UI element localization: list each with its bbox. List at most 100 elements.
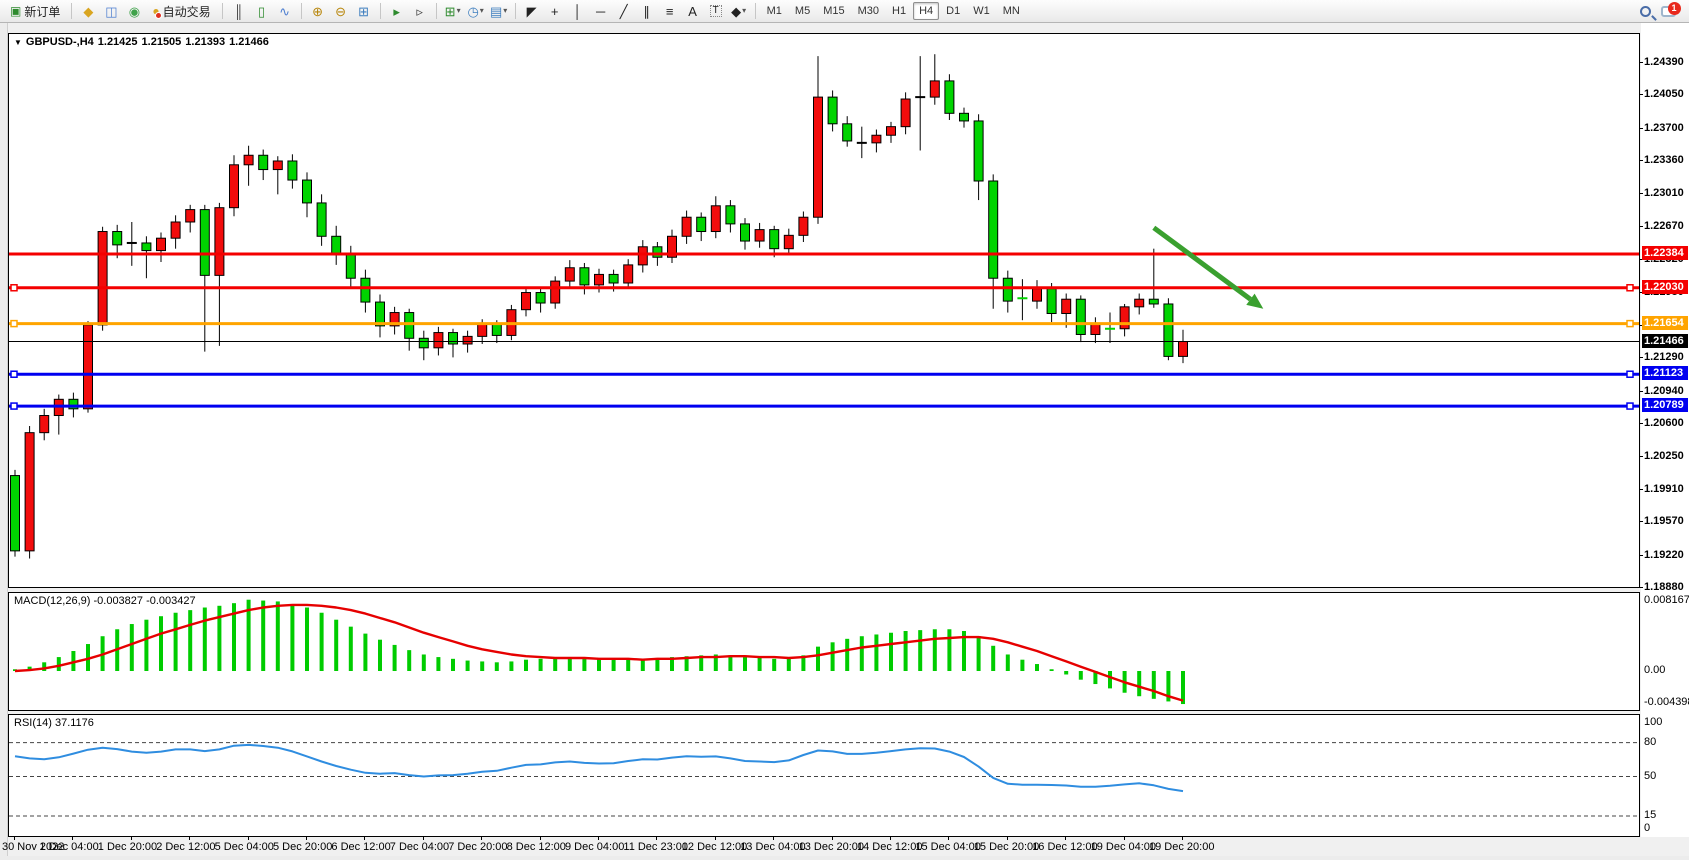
macd-histogram-bar xyxy=(42,662,47,671)
time-axis-tick xyxy=(72,836,74,840)
arrows-tool-button[interactable]: ◆ ▾ xyxy=(728,2,750,21)
macd-histogram-bar xyxy=(421,654,426,671)
candle-body xyxy=(375,301,385,327)
line-handle[interactable] xyxy=(1626,402,1634,410)
price-axis-column[interactable] xyxy=(1641,23,1689,837)
line-handle[interactable] xyxy=(10,402,18,410)
notifications-button[interactable]: 1 xyxy=(1657,1,1681,21)
text-label-icon[interactable]: T xyxy=(705,2,727,21)
time-label: 11 Dec 23:00 xyxy=(623,841,689,853)
macd-histogram-bar xyxy=(86,644,90,671)
price-axis-tick: 1.22670 xyxy=(1640,219,1689,233)
candle xyxy=(959,107,969,128)
terminal-icon[interactable]: ◉ xyxy=(123,2,145,21)
candle xyxy=(1105,312,1115,344)
line-chart-icon[interactable]: ∿ xyxy=(274,2,296,21)
candle-body xyxy=(754,229,765,242)
price-axis-tick: 1.23010 xyxy=(1640,186,1689,200)
candle xyxy=(1119,303,1130,337)
timeframe-h1[interactable]: H1 xyxy=(892,5,907,17)
candle-body xyxy=(1032,288,1042,302)
macd-histogram-bar xyxy=(1064,671,1069,675)
text-icon: A xyxy=(688,3,697,19)
candle-body xyxy=(1046,288,1057,315)
trendline-icon[interactable]: ╱ xyxy=(613,2,635,21)
templates-button[interactable]: ▤ ▾ xyxy=(488,2,510,21)
candle xyxy=(1061,293,1072,328)
candle xyxy=(83,321,93,413)
timeframe-w1[interactable]: W1 xyxy=(973,5,990,17)
chart-shift-icon[interactable]: ▹ xyxy=(409,2,431,21)
equidistant-channel-icon[interactable]: ∥ xyxy=(636,2,658,21)
macd-histogram-bar xyxy=(319,612,324,671)
timeframe-m15[interactable]: M15 xyxy=(823,5,845,17)
timeframe-mn[interactable]: MN xyxy=(1002,5,1020,17)
cursor-icon[interactable]: ◤ xyxy=(521,2,543,21)
dropdown-caret-icon: ▾ xyxy=(503,6,508,15)
line-handle[interactable] xyxy=(10,319,18,328)
zoom-in-icon[interactable]: ⊕ xyxy=(307,2,329,21)
fibonacci-icon[interactable]: ≡ xyxy=(659,2,681,21)
search-button[interactable] xyxy=(1634,2,1656,21)
line-handle[interactable] xyxy=(10,370,18,378)
navigator-icon[interactable]: ◫ xyxy=(100,2,122,21)
candle xyxy=(375,294,385,338)
line-handle[interactable] xyxy=(10,284,18,292)
line-handle[interactable] xyxy=(1626,319,1634,328)
macd-label: MACD(12,26,9) -0.003827 -0.003427 xyxy=(14,595,196,607)
macd-histogram-bar xyxy=(348,626,353,671)
toolbar-separator xyxy=(754,3,756,19)
macd-histogram-bar xyxy=(173,612,178,671)
timeframe-d1[interactable]: D1 xyxy=(946,5,961,17)
timeframe-m30[interactable]: M30 xyxy=(857,5,879,17)
new-order-button[interactable]: ▣ 新订单 xyxy=(4,2,66,21)
market-watch-icon[interactable]: ◆ xyxy=(77,2,99,21)
macd-histogram-bar xyxy=(392,644,397,671)
time-axis-tick xyxy=(890,836,891,840)
tile-windows-icon[interactable]: ⊞ xyxy=(353,2,375,21)
trend-arrow-head[interactable] xyxy=(1246,293,1264,309)
candle-body xyxy=(594,273,604,286)
macd-histogram-bar xyxy=(684,656,689,671)
timeframe-m5[interactable]: M5 xyxy=(794,5,811,17)
line-handle[interactable] xyxy=(1626,284,1634,292)
rsi-pane[interactable]: RSI(14) 37.1176 xyxy=(8,714,1640,837)
time-axis-tick xyxy=(1065,836,1067,840)
crosshair-icon[interactable]: + xyxy=(544,2,566,21)
candle-body xyxy=(740,223,750,242)
auto-scroll-icon[interactable]: ▸ xyxy=(386,2,408,21)
timeframe-h4[interactable]: H4 xyxy=(913,2,940,20)
candle-body xyxy=(769,229,780,250)
candle xyxy=(710,196,721,239)
text-icon[interactable]: A xyxy=(682,2,704,21)
new-chart-button[interactable]: ⊞ ▾ xyxy=(442,2,464,21)
macd-pane[interactable]: MACD(12,26,9) -0.003827 -0.003427 xyxy=(8,592,1640,711)
main-chart-pane[interactable]: ▼ GBPUSD-,H4 1.21425 1.21505 1.21393 1.2… xyxy=(8,33,1640,588)
trendline-icon: ╱ xyxy=(619,3,628,19)
timeframe-m1[interactable]: M1 xyxy=(766,5,782,17)
navigator-icon: ◫ xyxy=(105,3,118,19)
macd-histogram-bar xyxy=(56,657,61,671)
chart-title[interactable]: ▼ GBPUSD-,H4 1.21425 1.21505 1.21393 1.2… xyxy=(14,36,269,48)
chart-menu-triangle-icon[interactable]: ▼ xyxy=(14,37,22,47)
horizontal-line-icon[interactable]: ─ xyxy=(590,2,612,21)
macd-histogram-bar xyxy=(845,638,850,671)
periods-button[interactable]: ◷ ▾ xyxy=(465,2,487,21)
toolbar-separator xyxy=(300,3,302,19)
vertical-line-icon[interactable]: │ xyxy=(567,2,589,21)
candle-body xyxy=(550,280,561,304)
candle xyxy=(856,126,867,159)
trend-arrow[interactable] xyxy=(1152,225,1252,302)
macd-histogram-bar xyxy=(246,599,251,671)
candle xyxy=(521,286,531,317)
line-handle[interactable] xyxy=(1626,370,1634,378)
auto-trading-button[interactable]: ● 自动交易 xyxy=(146,2,216,21)
new-chart-button: ⊞ xyxy=(444,3,456,19)
zoom-out-icon[interactable]: ⊖ xyxy=(330,2,352,21)
candle-body xyxy=(170,221,181,239)
candle-body xyxy=(813,96,823,218)
bar-chart-icon[interactable]: ║ xyxy=(228,2,250,21)
candle xyxy=(798,211,809,243)
candlestick-chart-icon[interactable]: ▯ xyxy=(251,2,273,21)
